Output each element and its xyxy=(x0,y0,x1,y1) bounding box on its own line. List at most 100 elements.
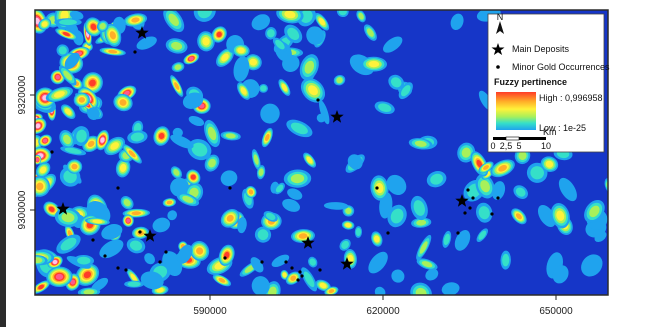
dot-icon xyxy=(103,254,107,258)
raster-cell xyxy=(347,154,363,170)
raster-cell xyxy=(211,26,227,43)
raster-cell xyxy=(387,204,407,228)
raster-cell xyxy=(38,134,52,147)
raster-cell xyxy=(124,280,144,288)
scale-segment xyxy=(519,137,546,140)
dot-icon xyxy=(116,266,120,270)
raster-cell xyxy=(475,202,493,223)
raster-cell xyxy=(193,10,216,22)
raster-cell xyxy=(258,83,268,93)
raster-cell xyxy=(69,10,84,20)
raster-cell xyxy=(475,173,495,199)
raster-cell xyxy=(276,10,304,24)
raster-cell xyxy=(59,130,75,149)
raster-cell xyxy=(491,181,506,200)
dot-icon xyxy=(318,268,322,272)
raster-cell xyxy=(251,14,271,31)
raster-cell xyxy=(75,263,100,286)
raster-cell xyxy=(363,24,377,41)
dot-icon xyxy=(375,186,379,190)
raster-cell xyxy=(220,131,241,141)
raster-cell xyxy=(162,198,177,207)
raster-cell xyxy=(182,92,204,109)
raster-cell xyxy=(383,36,403,53)
raster-cell xyxy=(127,130,148,144)
dot-icon xyxy=(164,250,168,254)
map-frame xyxy=(34,9,609,296)
raster-cell xyxy=(56,44,69,57)
x-tick-label: 650000 xyxy=(539,306,573,317)
occurrence-points xyxy=(50,26,500,282)
raster-cell xyxy=(104,23,122,47)
raster-cell xyxy=(186,169,201,185)
raster-cell xyxy=(73,92,90,108)
raster-cell xyxy=(500,250,511,270)
raster-cell xyxy=(282,198,301,212)
dot-icon xyxy=(223,256,227,260)
raster-cell xyxy=(398,82,413,100)
raster-cell xyxy=(153,126,170,146)
dot-icon xyxy=(463,211,467,215)
raster-cell xyxy=(61,104,76,120)
scale-tick-label: 0 xyxy=(490,141,495,151)
raster-cell xyxy=(540,156,559,172)
raster-cell xyxy=(99,47,126,56)
scale-tick-label: 5 xyxy=(516,141,521,151)
dot-icon xyxy=(91,238,95,242)
raster-cell xyxy=(442,230,452,248)
raster-cell xyxy=(204,154,220,172)
raster-cell xyxy=(183,52,200,65)
raster-cell xyxy=(354,226,363,238)
outer-border xyxy=(0,0,6,327)
raster-cell xyxy=(176,192,200,207)
raster-cell xyxy=(314,12,330,31)
raster-cell xyxy=(426,171,447,188)
raster-cell xyxy=(274,182,285,195)
fuzzy-raster xyxy=(35,10,608,295)
raster-cell xyxy=(54,18,82,27)
raster-cell xyxy=(272,37,287,52)
dot-icon xyxy=(296,278,300,282)
raster-cell xyxy=(251,149,261,171)
raster-cell xyxy=(265,27,277,40)
raster-cell xyxy=(163,10,185,33)
raster-cell xyxy=(165,38,188,54)
raster-cell xyxy=(84,217,110,226)
raster-cell xyxy=(55,28,78,40)
x-axis: 590000 620000 650000 xyxy=(193,295,573,317)
dot-icon xyxy=(298,270,302,274)
raster-cell xyxy=(60,146,87,156)
raster-cell xyxy=(371,231,383,247)
raster-cell xyxy=(260,103,280,124)
raster-cell xyxy=(171,62,185,73)
raster-cell xyxy=(152,217,171,233)
raster-cell xyxy=(368,251,388,274)
fuzzy-legend-title: Fuzzy pertinence xyxy=(494,77,567,87)
raster-cell xyxy=(360,56,387,72)
raster-cell xyxy=(187,139,212,161)
raster-cell xyxy=(391,269,405,283)
raster-cell xyxy=(306,26,325,45)
star-icon xyxy=(330,110,344,123)
raster-cell xyxy=(204,119,221,148)
raster-cell xyxy=(190,241,210,261)
raster-cell xyxy=(441,282,460,295)
legend-panel: N Main Deposits Minor Gold Occurrences F… xyxy=(487,12,610,153)
raster-cell xyxy=(410,195,428,221)
dot-icon xyxy=(316,98,320,102)
raster-cell xyxy=(478,161,494,174)
raster-cell xyxy=(73,126,90,146)
dot-icon xyxy=(290,266,294,270)
raster-cell xyxy=(95,129,109,151)
color-ramp xyxy=(496,92,536,130)
dot-icon xyxy=(228,186,232,190)
scale-tick-label: 10 xyxy=(541,141,551,151)
scale-segment xyxy=(493,137,506,140)
raster-cell xyxy=(96,20,109,32)
raster-cell xyxy=(370,175,389,201)
raster-cell xyxy=(197,31,215,52)
raster-cell xyxy=(216,48,234,67)
raster-cell xyxy=(256,165,266,180)
raster-cell xyxy=(101,223,123,240)
